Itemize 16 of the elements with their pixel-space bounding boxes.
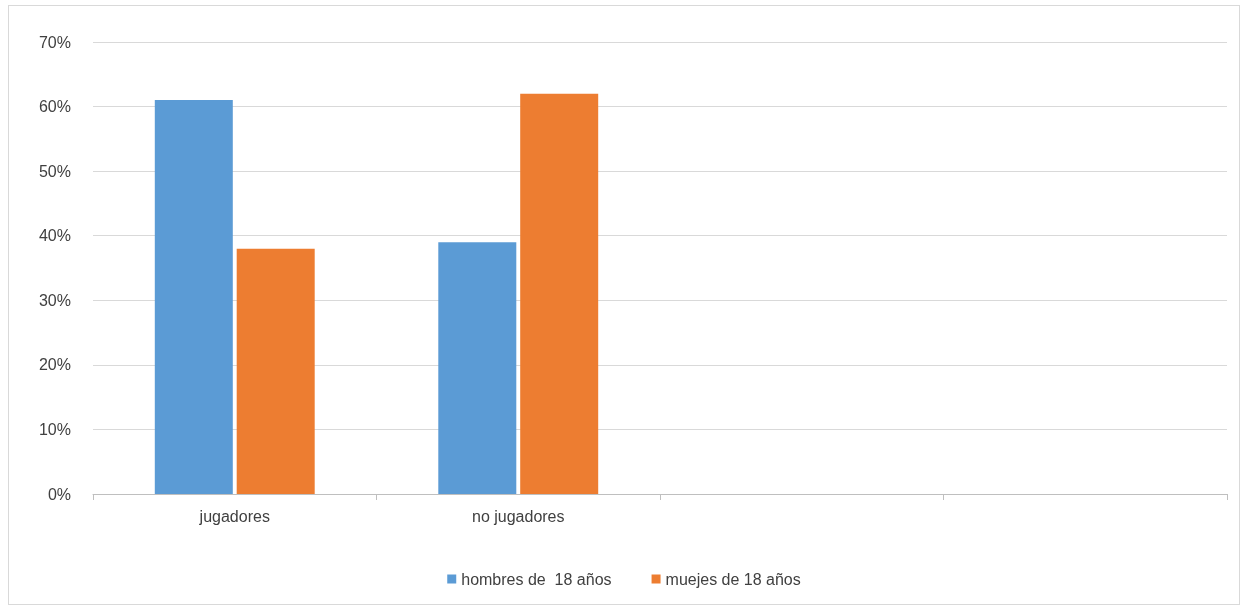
y-tick-label: 60% bbox=[38, 98, 71, 116]
legend-label: hombres de 18 años bbox=[461, 570, 612, 588]
y-tick-label: 50% bbox=[38, 162, 71, 180]
x-tick-label: jugadores bbox=[198, 507, 270, 525]
bar bbox=[236, 248, 315, 494]
y-tick-label: 40% bbox=[38, 227, 71, 245]
y-tick-label: 20% bbox=[38, 356, 71, 374]
y-tick-label: 10% bbox=[38, 420, 71, 438]
bar bbox=[520, 93, 599, 494]
y-tick-label: 30% bbox=[38, 291, 71, 309]
y-tick-label: 70% bbox=[38, 33, 71, 51]
y-tick-label: 0% bbox=[47, 485, 71, 503]
bar bbox=[438, 242, 517, 494]
legend-label: muejes de 18 años bbox=[665, 570, 801, 588]
bar bbox=[154, 100, 233, 494]
x-tick-label: no jugadores bbox=[471, 507, 565, 525]
